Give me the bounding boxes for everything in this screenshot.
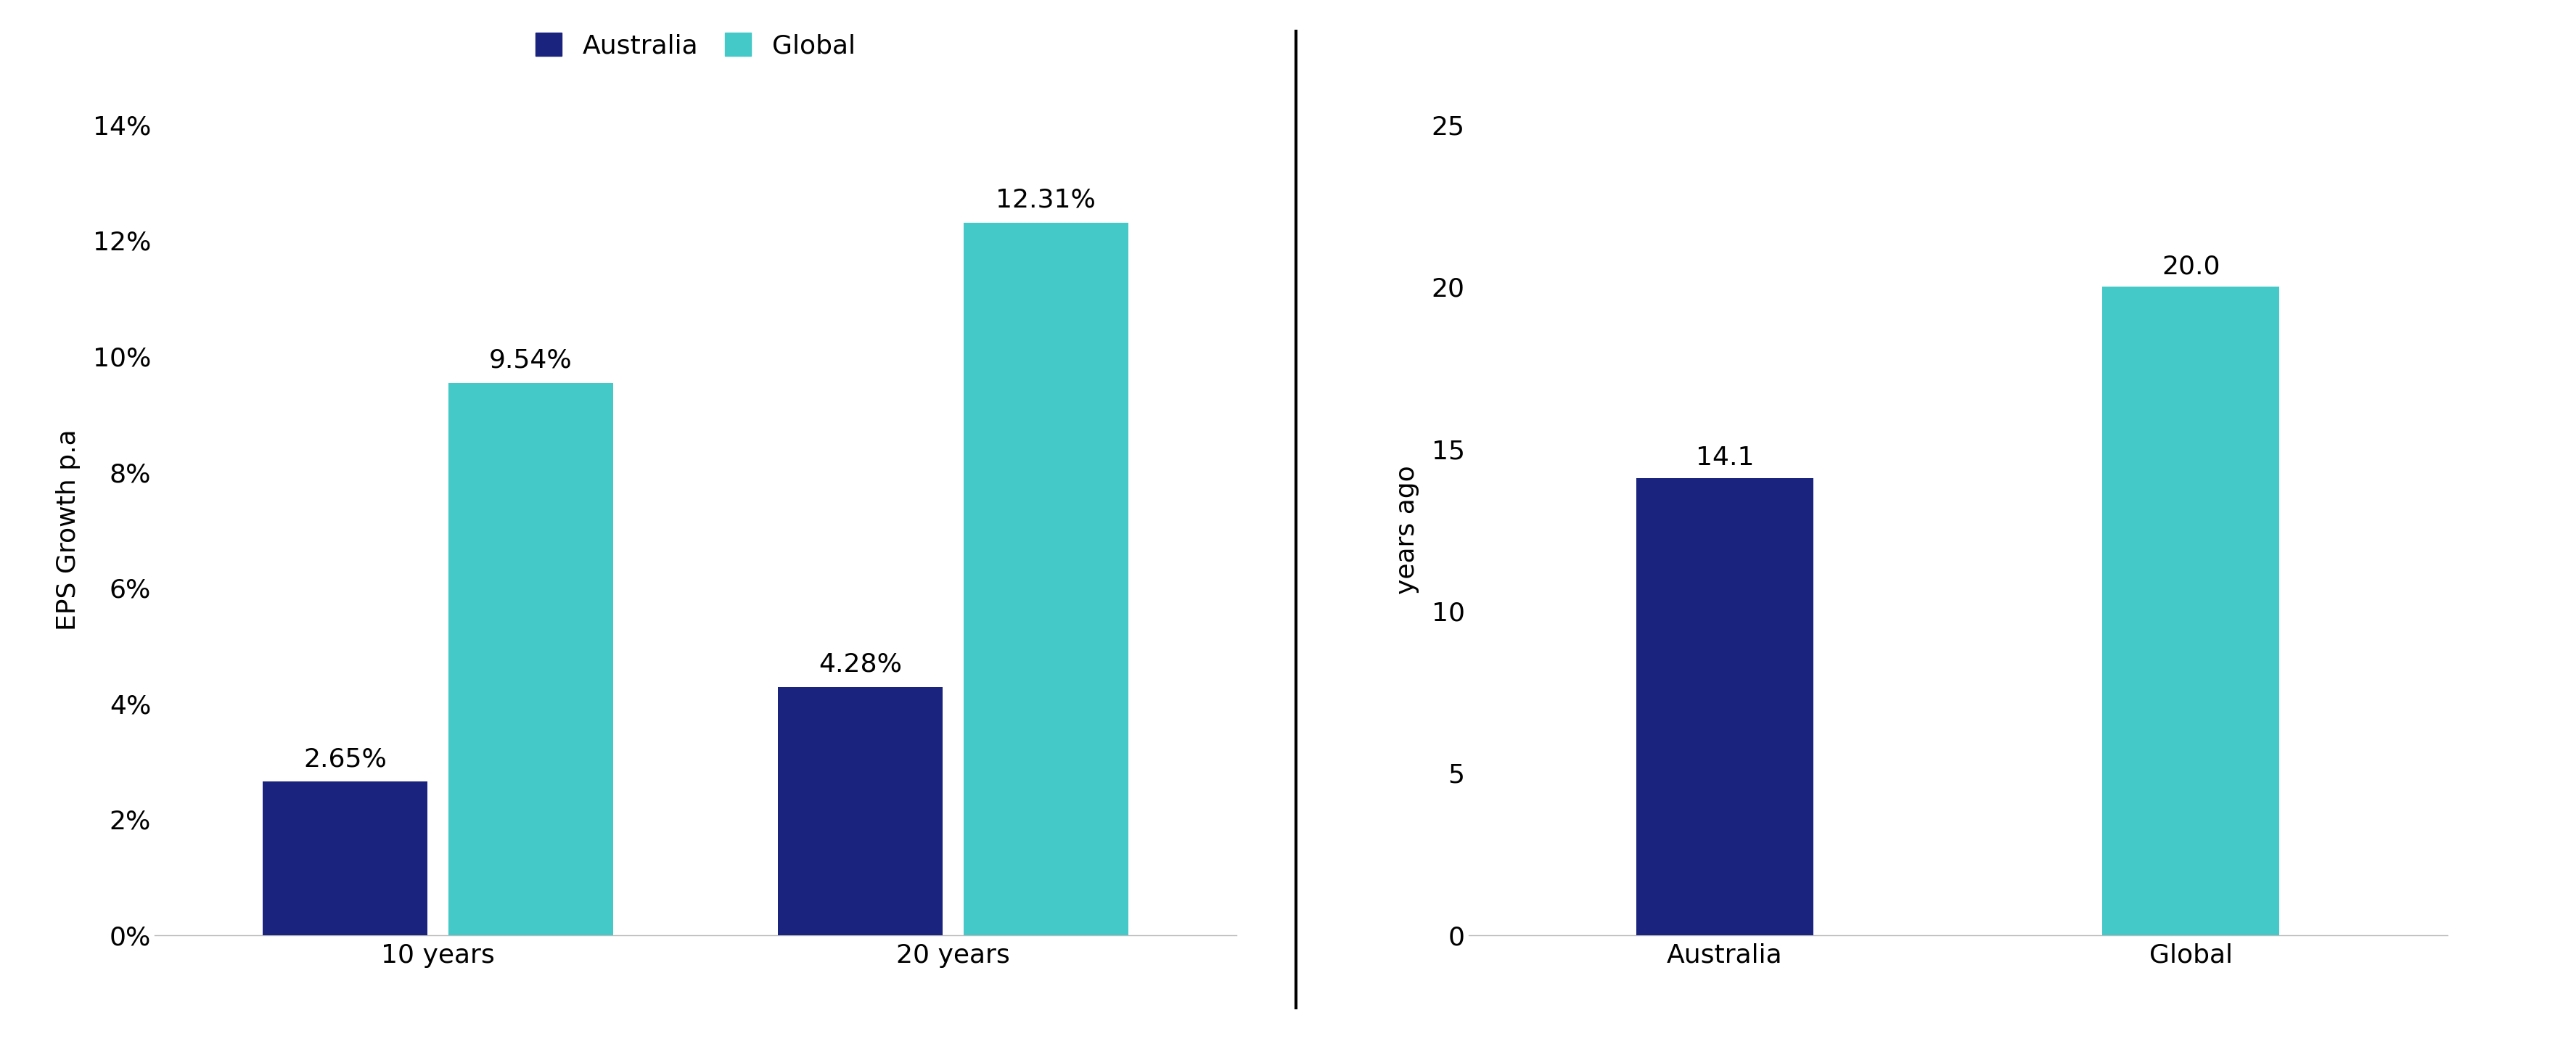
Bar — [778, 688, 943, 935]
Text: 14.1: 14.1 — [1695, 446, 1754, 470]
Legend: Australia, Global: Australia, Global — [536, 32, 855, 58]
Text: 12.31%: 12.31% — [997, 187, 1095, 212]
Bar — [963, 222, 1128, 935]
Bar — [1636, 478, 1814, 935]
Text: 2.65%: 2.65% — [304, 747, 386, 771]
Y-axis label: EPS Growth p.a: EPS Growth p.a — [57, 429, 80, 631]
Bar — [263, 781, 428, 935]
Bar — [448, 382, 613, 935]
Text: 20.0: 20.0 — [2161, 254, 2221, 278]
Text: 4.28%: 4.28% — [819, 652, 902, 677]
Text: 9.54%: 9.54% — [489, 348, 572, 372]
Y-axis label: years ago: years ago — [1394, 465, 1419, 594]
Bar — [2102, 287, 2280, 935]
